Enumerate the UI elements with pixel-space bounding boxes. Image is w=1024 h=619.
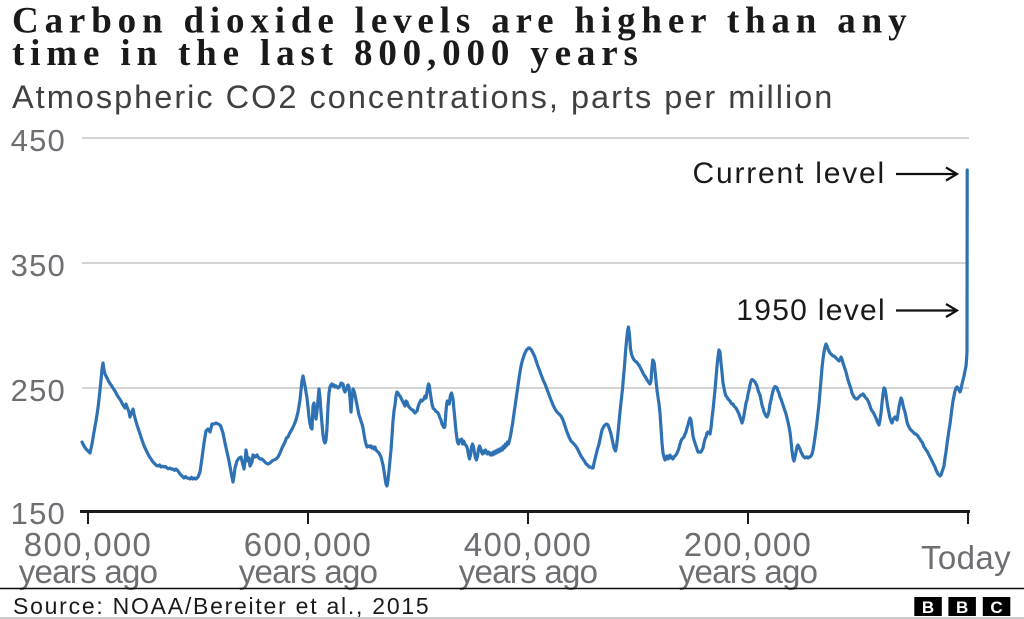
svg-text:Carbon dioxide levels are high: Carbon dioxide levels are higher than an… (12, 1, 912, 42)
svg-text:years ago: years ago (19, 553, 158, 590)
svg-text:450: 450 (11, 123, 66, 158)
svg-text:Source: NOAA/Bereiter et al.,: Source: NOAA/Bereiter et al., 2015 (13, 593, 430, 619)
svg-text:250: 250 (11, 373, 66, 408)
svg-text:Current level: Current level (693, 157, 886, 190)
svg-text:B: B (956, 598, 968, 617)
svg-text:800,000: 800,000 (24, 526, 152, 563)
svg-text:1950 level: 1950 level (736, 294, 886, 327)
svg-text:200,000: 200,000 (684, 526, 812, 563)
svg-text:years ago: years ago (679, 553, 818, 590)
svg-text:years ago: years ago (239, 553, 378, 590)
svg-text:Today: Today (921, 539, 1011, 576)
svg-text:600,000: 600,000 (244, 526, 372, 563)
svg-text:Atmospheric CO2 concentrations: Atmospheric CO2 concentrations, parts pe… (12, 79, 834, 115)
svg-text:B: B (922, 598, 934, 617)
svg-text:time in the last 800,000 years: time in the last 800,000 years (12, 33, 644, 74)
svg-text:150: 150 (11, 496, 66, 531)
svg-text:400,000: 400,000 (464, 526, 592, 563)
svg-text:C: C (990, 598, 1002, 617)
svg-text:350: 350 (11, 248, 66, 283)
svg-text:years ago: years ago (459, 553, 598, 590)
